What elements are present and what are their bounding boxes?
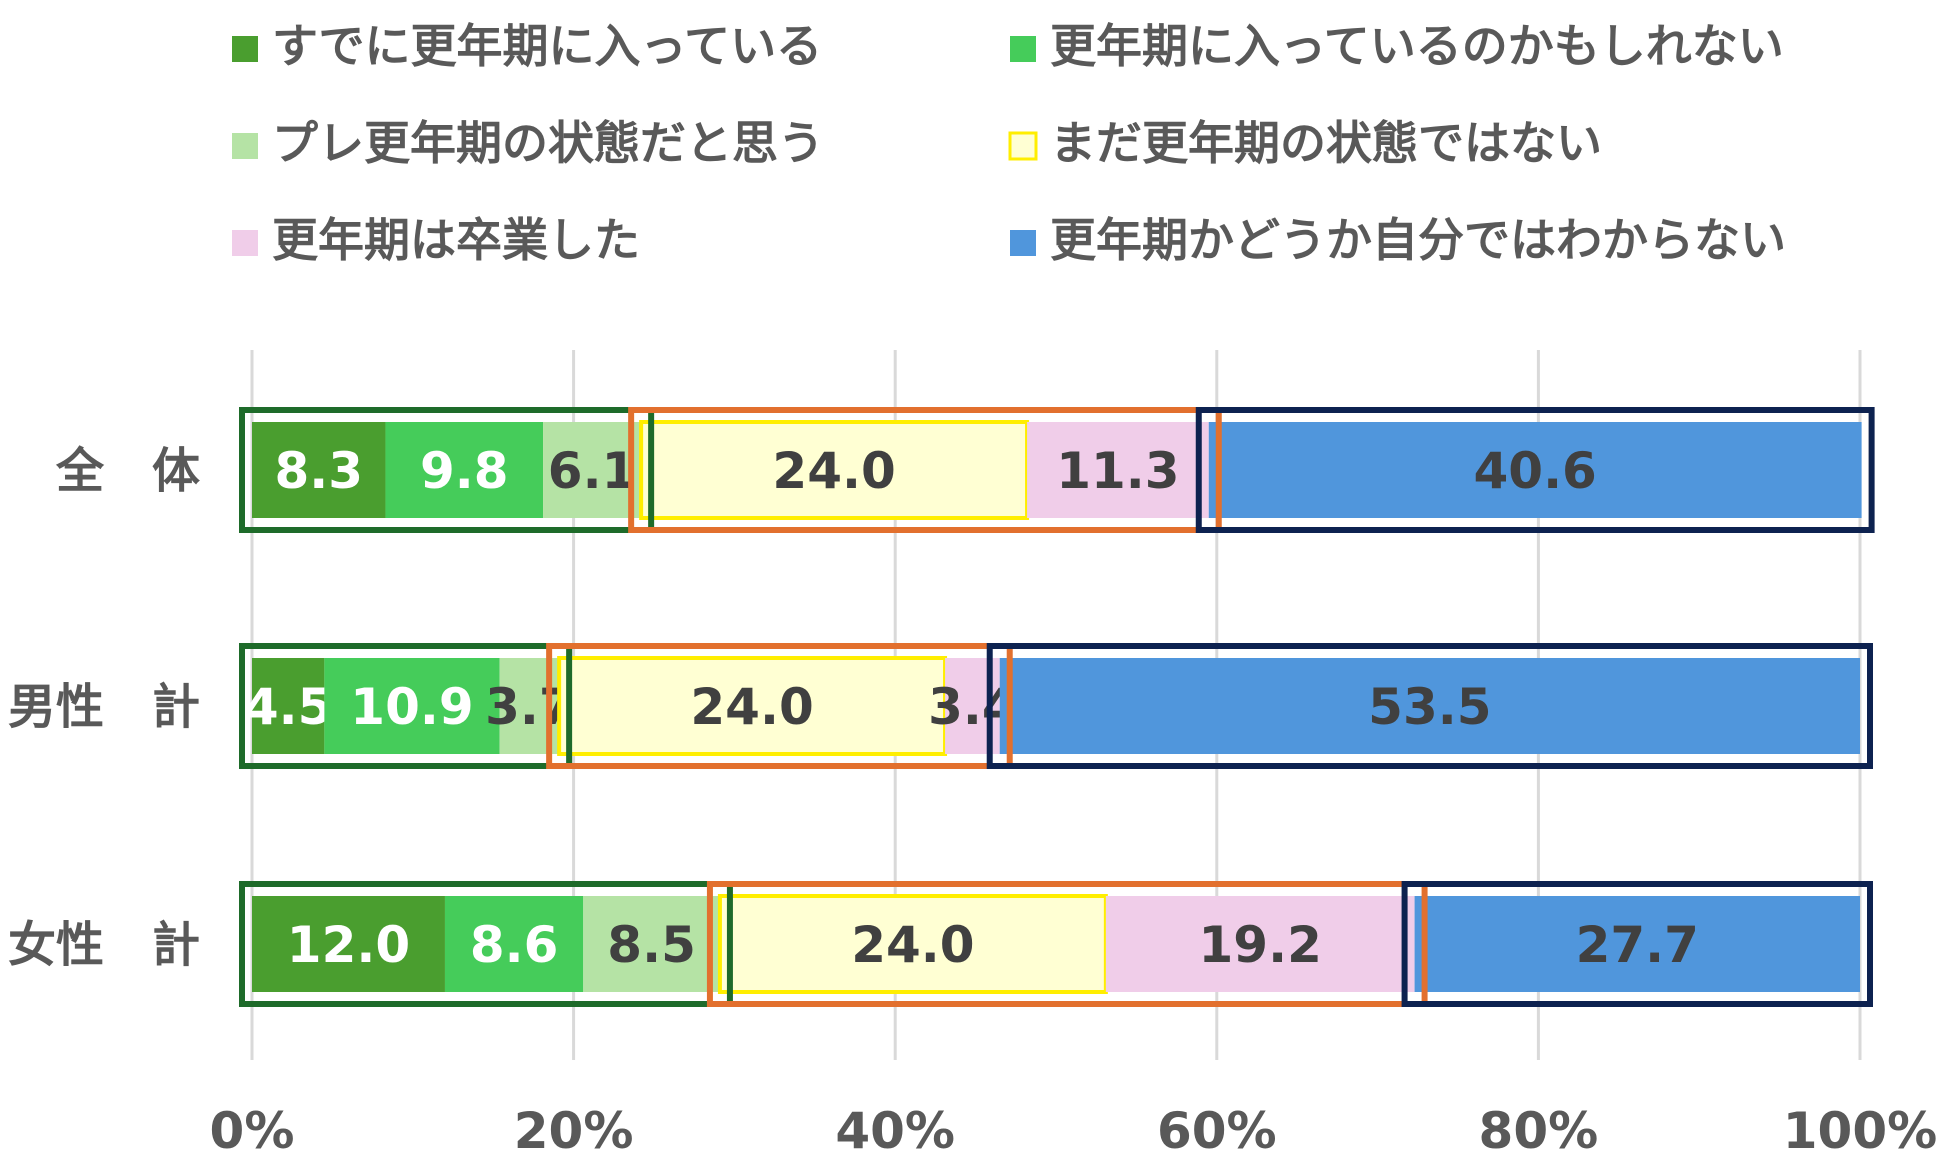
x-tick-label: 40% xyxy=(835,1102,955,1160)
data-label: 8.5 xyxy=(607,916,696,974)
category-label: 女性 計 xyxy=(8,917,200,973)
highlight-frame xyxy=(706,881,1428,1007)
bar-segment xyxy=(1105,896,1415,992)
highlight-frame xyxy=(239,881,733,1007)
bar-segment xyxy=(1027,422,1209,518)
highlight-frame xyxy=(986,643,1873,769)
data-label: 10.9 xyxy=(350,678,473,736)
data-label: 4.5 xyxy=(244,678,333,736)
legend-label: 更年期かどうか自分ではわからない xyxy=(1050,213,1786,267)
legend-swatch xyxy=(1008,131,1038,161)
bar-segment xyxy=(999,658,1860,754)
bar-segment xyxy=(252,896,445,992)
data-label: 53.5 xyxy=(1368,678,1491,736)
data-label: 8.6 xyxy=(470,916,559,974)
data-label: 12.0 xyxy=(287,916,410,974)
data-label: 24.0 xyxy=(772,442,895,500)
highlight-frame xyxy=(239,407,655,533)
data-label: 27.7 xyxy=(1576,916,1699,974)
data-label: 24.0 xyxy=(851,916,974,974)
data-label: 24.0 xyxy=(690,678,813,736)
data-label: 6.1 xyxy=(548,442,637,500)
data-label: 11.3 xyxy=(1056,442,1179,500)
x-tick-label: 60% xyxy=(1157,1102,1277,1160)
legend-swatch xyxy=(232,36,258,62)
highlight-frame xyxy=(239,643,573,769)
legend-label: 更年期に入っているのかもしれない xyxy=(1050,19,1784,73)
highlight-frame xyxy=(628,407,1222,533)
bar-segment xyxy=(583,896,720,992)
x-tick-label: 20% xyxy=(514,1102,634,1160)
bar-segment xyxy=(444,896,584,992)
bar-segment xyxy=(639,420,1030,520)
legend-swatch xyxy=(232,230,258,256)
highlight-frame xyxy=(1401,881,1873,1007)
x-tick-label: 0% xyxy=(210,1102,295,1160)
category-label: 男性 計 xyxy=(8,679,200,735)
legend-swatch xyxy=(232,133,258,159)
legend-label: まだ更年期の状態ではない xyxy=(1050,116,1602,170)
bar-segment xyxy=(1208,422,1862,518)
data-label: 8.3 xyxy=(274,442,363,500)
highlight-frame xyxy=(546,643,1013,769)
data-label: 9.8 xyxy=(420,442,509,500)
legend-label: 更年期は卒業した xyxy=(272,213,640,267)
category-label: 全 体 xyxy=(55,443,200,499)
data-label: 19.2 xyxy=(1199,916,1322,974)
bar-segment xyxy=(543,422,642,518)
bar-segment xyxy=(1414,896,1860,992)
data-label: 40.6 xyxy=(1473,442,1596,500)
bar-segment xyxy=(252,658,325,754)
bar-segment xyxy=(252,422,386,518)
bar-segment xyxy=(324,658,500,754)
x-tick-label: 80% xyxy=(1479,1102,1599,1160)
x-tick-label: 100% xyxy=(1783,1102,1937,1160)
legend-swatch xyxy=(1010,36,1036,62)
legend-swatch xyxy=(1010,230,1036,256)
bar-segment xyxy=(385,422,544,518)
highlight-frame xyxy=(1195,407,1875,533)
legend-label: プレ更年期の状態だと思う xyxy=(272,116,824,170)
legend-label: すでに更年期に入っている xyxy=(272,19,822,73)
